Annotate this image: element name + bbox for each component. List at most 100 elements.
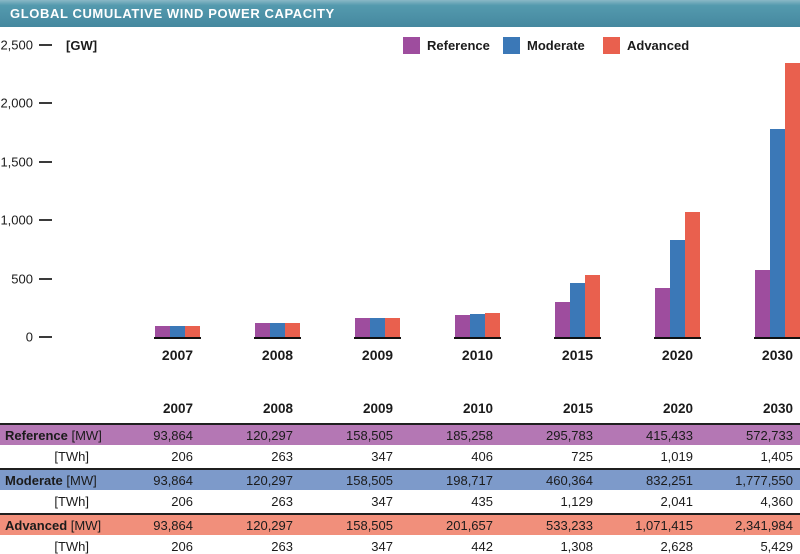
row-scenario-name: Advanced (5, 517, 68, 533)
bar-advanced-2009 (385, 318, 400, 337)
table-cell: 295,783 (546, 427, 593, 443)
table-cell: 206 (171, 539, 193, 554)
table-row: Reference [MW] 93,864 120,297 158,505 185,25… (0, 423, 800, 445)
y-tick-mark (39, 336, 52, 338)
table-cell: 158,505 (346, 427, 393, 443)
table-cell: 1,308 (560, 539, 593, 554)
table-cell: 120,297 (246, 472, 293, 488)
bar-moderate-2030 (770, 129, 785, 337)
bar-moderate-2007 (170, 326, 185, 337)
x-axis-baseline (754, 337, 800, 339)
table-cell: 1,019 (660, 449, 693, 464)
table-cell: 1,071,415 (635, 517, 693, 533)
table-cell: 442 (471, 539, 493, 554)
table-cell: 832,251 (646, 472, 693, 488)
x-axis-year-label: 2009 (361, 347, 394, 363)
table-cell: 1,777,550 (735, 472, 793, 488)
legend-label: Moderate (527, 38, 585, 53)
y-tick-mark (39, 44, 52, 46)
table-cell: 347 (371, 494, 393, 509)
y-tick-mark (39, 219, 52, 222)
data-table: 2007 2008 2009 2010 2015 2020 2030 Reference [M… (0, 390, 800, 554)
bar-advanced-2015 (585, 274, 600, 337)
y-axis-tick-label: 0 (25, 329, 33, 345)
x-axis-year-label: 2008 (261, 347, 294, 363)
legend-swatch-icon (503, 37, 520, 54)
table-cell: 263 (271, 449, 293, 464)
table-cell: 201,657 (446, 517, 493, 533)
legend-label: Reference (427, 38, 490, 53)
x-axis-baseline (454, 337, 501, 339)
bar-reference-2010 (455, 315, 470, 337)
table-cell: 572,733 (746, 427, 793, 443)
table-year-header: 2015 (562, 401, 593, 416)
table-year-header: 2010 (462, 401, 493, 416)
x-axis-year-label: 2015 (561, 347, 594, 363)
row-scenario-name: Moderate (5, 472, 63, 488)
table-cell: 533,233 (546, 517, 593, 533)
bar-reference-2030 (755, 270, 770, 337)
table-cell: 93,864 (153, 427, 193, 443)
row-label: Reference [MW] (5, 427, 102, 443)
table-cell: 93,864 (153, 517, 193, 533)
x-axis-baseline (554, 337, 601, 339)
table-cell: 206 (171, 449, 193, 464)
legend-item-reference: Reference (403, 37, 490, 54)
table-cell: 120,297 (246, 427, 293, 443)
table-cell: 347 (371, 449, 393, 464)
table-year-header: 2009 (362, 401, 393, 416)
table-cell: 2,041 (660, 494, 693, 509)
bar-reference-2020 (655, 288, 670, 337)
x-axis-year-label: 2030 (761, 347, 794, 363)
bar-chart: [GW] 0 500 1,000 1,500 2,000 2,500 Reference M… (0, 37, 800, 363)
table-cell: 435 (471, 494, 493, 509)
bar-reference-2015 (555, 302, 570, 337)
table-year-header: 2030 (762, 401, 793, 416)
y-tick-mark (39, 277, 52, 280)
table-header-row: 2007 2008 2009 2010 2015 2020 2030 (0, 390, 800, 423)
bar-moderate-2010 (470, 313, 485, 337)
bar-advanced-2008 (285, 322, 300, 337)
bar-moderate-2008 (270, 322, 285, 337)
bar-moderate-2015 (570, 283, 585, 337)
x-axis-year-label: 2007 (161, 347, 194, 363)
legend-label: Advanced (627, 38, 690, 53)
table-cell: 2,341,984 (735, 517, 793, 533)
legend-item-advanced: Advanced (603, 37, 689, 54)
x-axis-baseline (154, 337, 201, 339)
table-cell: 2,628 (660, 539, 693, 554)
y-axis-tick-label: 1,500 (0, 154, 33, 170)
y-axis-tick-label: 2,500 (0, 37, 33, 53)
x-axis-baseline (654, 337, 701, 339)
table-cell: 406 (471, 449, 493, 464)
table-cell: 206 (171, 494, 193, 509)
row-unit-label: [TWh] (54, 449, 89, 464)
row-unit-label: [TWh] (54, 539, 89, 554)
legend-swatch-icon (603, 37, 620, 54)
table-cell: 185,258 (446, 427, 493, 443)
table-cell: 198,717 (446, 472, 493, 488)
table-year-header: 2007 (162, 401, 193, 416)
title-bar: GLOBAL CUMULATIVE WIND POWER CAPACITY (0, 0, 800, 27)
legend-item-moderate: Moderate (503, 37, 585, 54)
legend-swatch-icon (403, 37, 420, 54)
table-year-header: 2020 (662, 401, 693, 416)
y-tick-mark (39, 160, 52, 163)
table-cell: 347 (371, 539, 393, 554)
table-cell: 120,297 (246, 517, 293, 533)
bar-moderate-2020 (670, 239, 685, 337)
table-cell: 415,433 (646, 427, 693, 443)
table-cell: 263 (271, 494, 293, 509)
page-title: GLOBAL CUMULATIVE WIND POWER CAPACITY (10, 6, 335, 21)
table-cell: 93,864 (153, 472, 193, 488)
row-scenario-name: Reference (5, 427, 68, 443)
row-label: Moderate [MW] (5, 472, 97, 488)
table-cell: 1,405 (760, 449, 793, 464)
table-row: [TWh] 206 263 347 442 1,308 2,628 5,429 (0, 535, 800, 554)
x-axis-year-label: 2010 (461, 347, 494, 363)
table-cell: 460,364 (546, 472, 593, 488)
row-unit-label: [TWh] (54, 494, 89, 509)
y-axis-tick-label: 1,000 (0, 212, 33, 228)
bar-advanced-2007 (185, 326, 200, 337)
